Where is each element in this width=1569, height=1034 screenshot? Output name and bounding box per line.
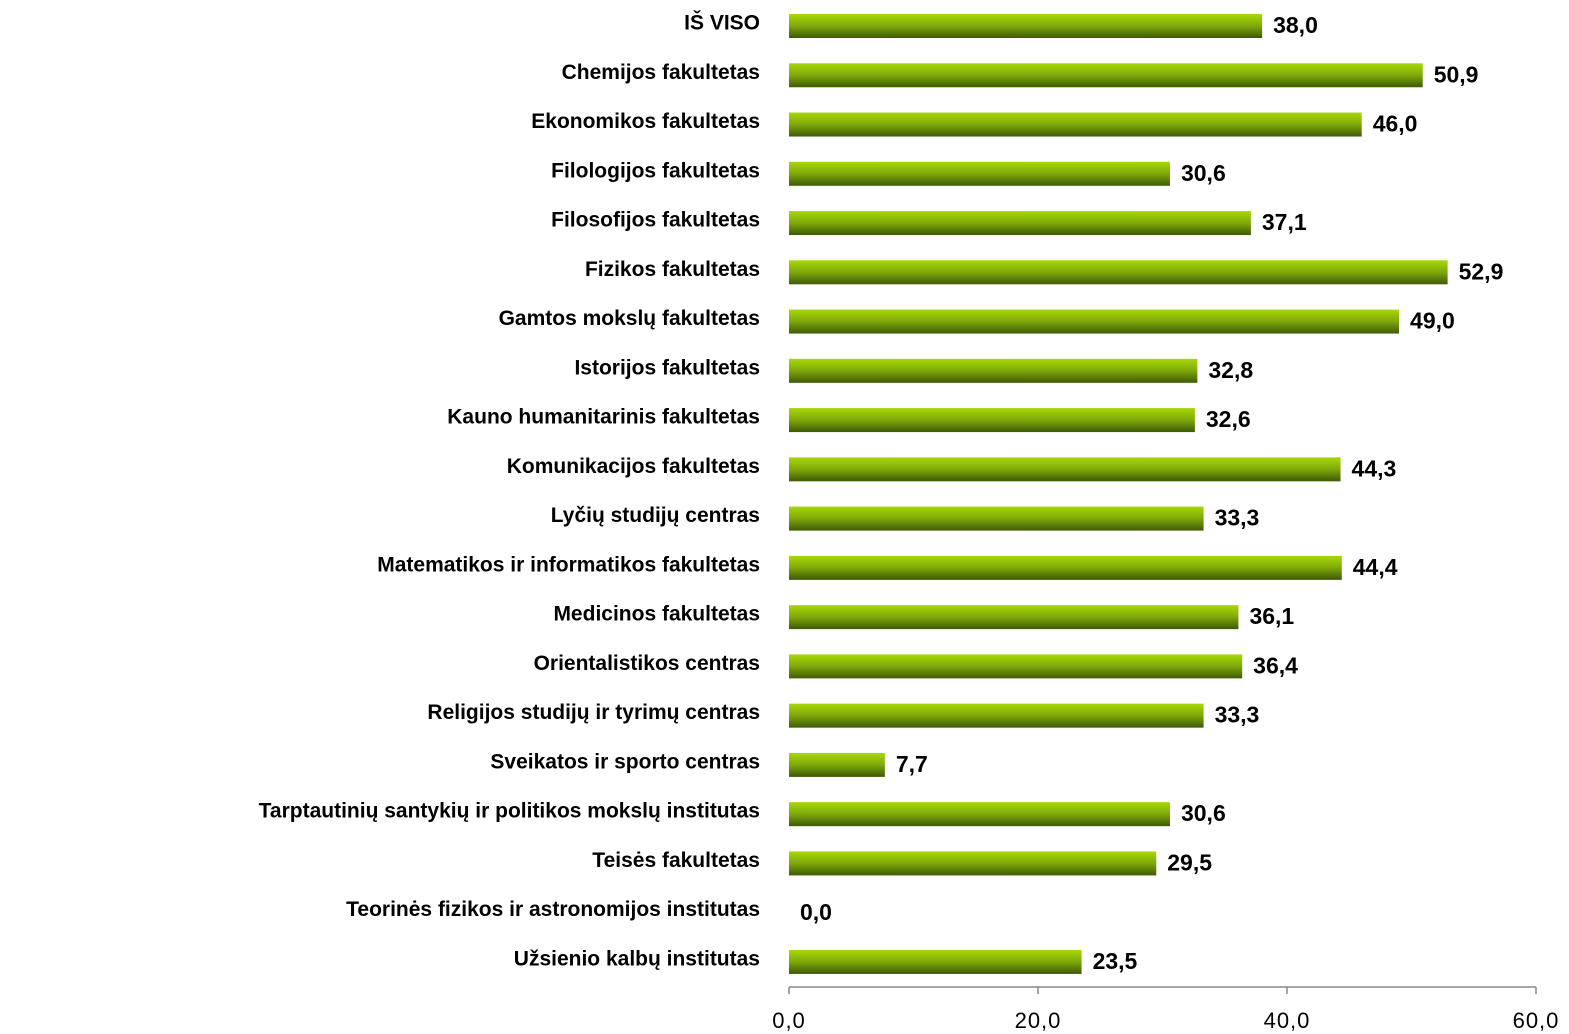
value-label: 32,6	[1206, 406, 1251, 432]
value-label: 44,4	[1353, 554, 1398, 580]
value-label: 49,0	[1410, 308, 1455, 334]
category-label: Filosofijos fakultetas	[551, 209, 760, 232]
category-label: Teisės fakultetas	[592, 849, 760, 872]
category-label: Medicinos fakultetas	[553, 603, 760, 626]
x-tick-label: 60,0	[1513, 1008, 1560, 1033]
value-label: 30,6	[1181, 800, 1226, 826]
bar	[789, 408, 1195, 433]
category-label: Kauno humanitarinis fakultetas	[447, 406, 760, 429]
bar	[789, 63, 1423, 88]
category-label: Sveikatos ir sporto centras	[490, 750, 760, 773]
value-label: 33,3	[1215, 702, 1260, 728]
value-label: 23,5	[1093, 948, 1138, 974]
bar	[789, 851, 1157, 876]
category-label: Matematikos ir informatikos fakultetas	[377, 553, 760, 576]
category-label: Filologijos fakultetas	[551, 159, 760, 182]
bar	[789, 752, 885, 777]
bar	[789, 802, 1170, 827]
category-label: Ekonomikos fakultetas	[531, 110, 760, 133]
value-label: 50,9	[1434, 61, 1479, 87]
category-label: Komunikacijos fakultetas	[507, 455, 760, 478]
bar	[789, 358, 1198, 383]
value-label: 0,0	[800, 899, 832, 925]
category-label: Teorinės fizikos ir astronomijos institu…	[346, 898, 760, 921]
bar	[789, 112, 1362, 137]
x-tick-label: 0,0	[772, 1008, 806, 1033]
category-label: Gamtos mokslų fakultetas	[499, 307, 760, 330]
value-label: 32,8	[1208, 357, 1253, 383]
value-label: 37,1	[1262, 209, 1307, 235]
category-label: IŠ VISO	[684, 11, 760, 35]
bar	[789, 703, 1204, 728]
bar	[789, 211, 1251, 236]
category-label: Fizikos fakultetas	[585, 258, 760, 281]
value-label: 52,9	[1459, 258, 1504, 284]
value-label: 46,0	[1373, 111, 1418, 137]
value-label: 38,0	[1273, 12, 1318, 38]
category-label: Užsienio kalbų institutas	[514, 947, 760, 970]
bar	[789, 260, 1448, 285]
category-label: Orientalistikos centras	[534, 652, 760, 675]
value-label: 36,1	[1249, 603, 1294, 629]
bar	[789, 457, 1341, 482]
category-label: Chemijos fakultetas	[562, 61, 760, 84]
bar	[789, 654, 1243, 679]
value-label: 30,6	[1181, 160, 1226, 186]
bar	[789, 949, 1082, 974]
value-label: 44,3	[1352, 455, 1397, 481]
category-label: Istorijos fakultetas	[574, 356, 760, 379]
value-label: 36,4	[1253, 652, 1298, 678]
category-label: Tarptautinių santykių ir politikos moksl…	[259, 800, 760, 823]
bar	[789, 161, 1170, 186]
value-label: 33,3	[1215, 505, 1260, 531]
x-tick-label: 40,0	[1264, 1008, 1311, 1033]
bar	[789, 605, 1239, 630]
bar	[789, 555, 1342, 580]
bar	[789, 506, 1204, 531]
category-label: Lyčių studijų centras	[551, 504, 760, 527]
bar	[789, 309, 1400, 334]
value-label: 7,7	[896, 751, 928, 777]
bar	[789, 14, 1263, 38]
x-tick-label: 20,0	[1015, 1008, 1062, 1033]
category-label: Religijos studijų ir tyrimų centras	[427, 701, 760, 724]
value-label: 29,5	[1167, 849, 1212, 875]
